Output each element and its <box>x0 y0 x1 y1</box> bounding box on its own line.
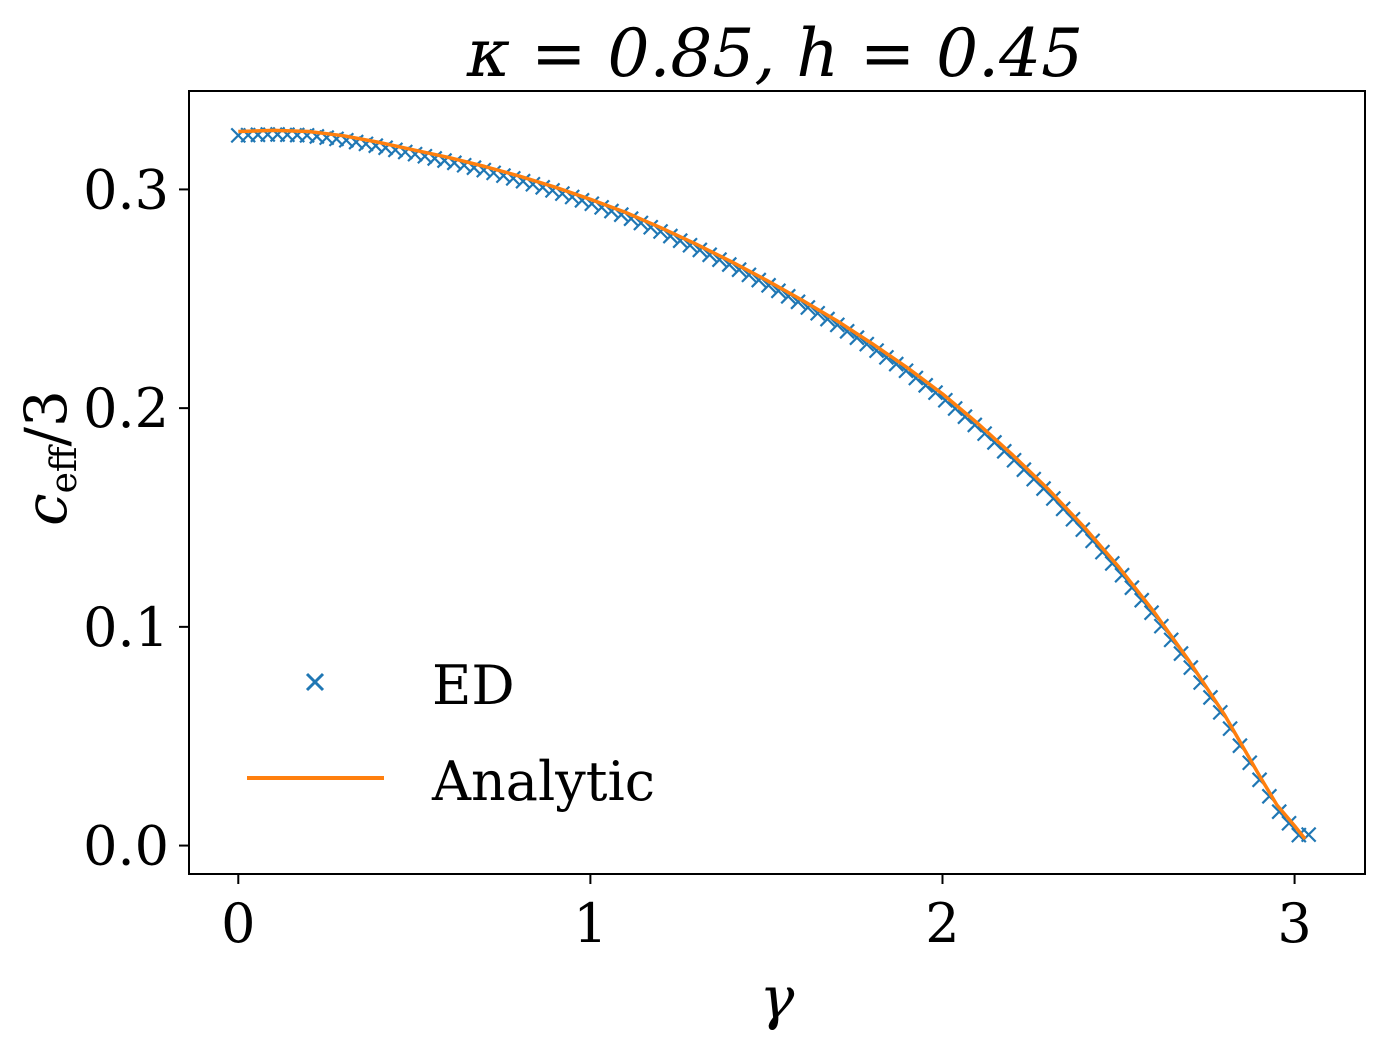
y-tick-label: 0.3 <box>83 158 169 221</box>
y-tick-label: 0.2 <box>83 377 169 440</box>
ed-point <box>917 377 934 394</box>
ed-point <box>858 336 875 352</box>
ed-point <box>957 408 973 425</box>
ed-point <box>898 362 914 379</box>
ed-point <box>1271 803 1287 820</box>
plot-area <box>230 126 1317 843</box>
y-axis-label-tail: /3 <box>12 390 80 446</box>
y-tick-label: 0.0 <box>83 815 169 878</box>
y-axis-label: ceff/3 <box>12 390 85 526</box>
legend: ED Analytic <box>247 654 655 813</box>
x-tick-label: 1 <box>573 892 607 955</box>
x-axis-label: γ <box>760 964 795 1032</box>
y-tick-label: 0.1 <box>83 596 169 659</box>
ed-point <box>927 384 944 401</box>
ed-point <box>908 370 924 386</box>
ed-point <box>839 323 855 340</box>
ed-point <box>888 356 905 372</box>
legend-label-analytic: Analytic <box>431 750 655 813</box>
x-tick-label: 2 <box>925 892 959 955</box>
y-axis-label-subscript: eff <box>44 444 85 493</box>
ed-point <box>878 349 895 366</box>
x-tick-label: 0 <box>221 892 255 955</box>
ed-point <box>937 392 954 409</box>
legend-label-ed: ED <box>432 654 515 717</box>
ed-point <box>868 342 885 359</box>
y-axis: 0.0 0.1 0.2 0.3 <box>83 158 189 878</box>
ed-point <box>947 400 963 417</box>
analytic-line <box>238 128 1307 841</box>
ed-point <box>1104 555 1121 572</box>
chart-title: κ = 0.85, h = 0.45 <box>466 15 1083 92</box>
legend-marker-ed <box>305 672 325 692</box>
ed-point <box>1281 815 1297 832</box>
y-axis-label-main: c <box>12 493 80 525</box>
x-tick-label: 3 <box>1277 892 1311 955</box>
plot-frame <box>188 90 1366 875</box>
ed-point <box>849 329 865 346</box>
x-axis: 0 1 2 3 <box>221 874 1312 955</box>
